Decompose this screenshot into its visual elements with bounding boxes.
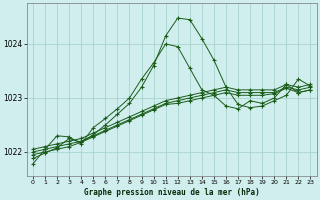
X-axis label: Graphe pression niveau de la mer (hPa): Graphe pression niveau de la mer (hPa) [84,188,260,197]
